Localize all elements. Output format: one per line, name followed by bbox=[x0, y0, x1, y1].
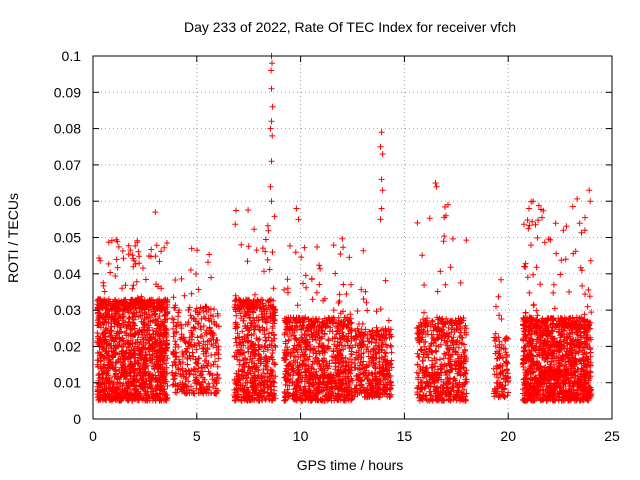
roti-markers bbox=[94, 53, 595, 404]
y-tick-label: 0.07 bbox=[54, 157, 81, 173]
y-tick-label: 0.09 bbox=[54, 84, 81, 100]
y-tick-label: 0 bbox=[73, 411, 81, 427]
x-tick-label: 20 bbox=[500, 428, 516, 444]
plot-frame bbox=[92, 55, 613, 420]
x-tick-label: 10 bbox=[293, 428, 309, 444]
y-tick-label: 0.08 bbox=[54, 121, 81, 137]
x-axis-label: GPS time / hours bbox=[297, 457, 404, 473]
data-points bbox=[94, 53, 595, 404]
y-tick-label: 0.01 bbox=[54, 375, 81, 391]
x-tick-label: 0 bbox=[89, 428, 97, 444]
y-tick-label: 0.04 bbox=[54, 266, 81, 282]
y-tick-label: 0.05 bbox=[54, 230, 81, 246]
y-tick-label: 0.03 bbox=[54, 302, 81, 318]
chart-title: Day 233 of 2022, Rate Of TEC Index for r… bbox=[184, 19, 516, 35]
x-tick-label: 25 bbox=[604, 428, 620, 444]
axes: 0 5 10 15 20 25 0 0.01 0.02 0.03 0.04 0.05 0.06 0.07 0… bbox=[54, 48, 620, 444]
y-tick-label: 0.1 bbox=[62, 48, 82, 64]
y-tick-label: 0.06 bbox=[54, 193, 81, 209]
y-tick-label: 0.02 bbox=[54, 338, 81, 354]
x-tick-label: 15 bbox=[397, 428, 413, 444]
x-tick-label: 5 bbox=[193, 428, 201, 444]
y-axis-label: ROTI / TECUs bbox=[5, 193, 21, 283]
